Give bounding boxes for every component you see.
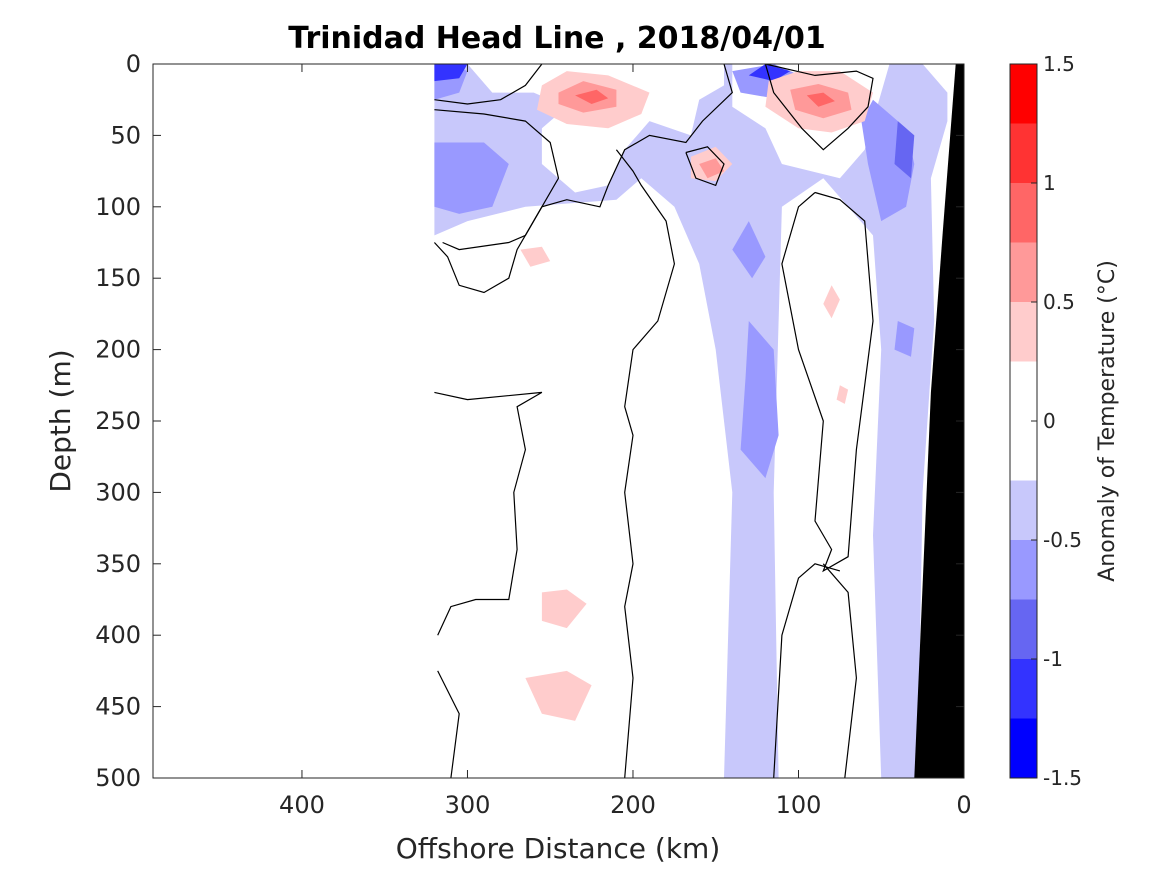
zero-contour-9	[822, 563, 858, 778]
colorbar-segment	[1010, 64, 1037, 124]
colorbar-segment	[1010, 480, 1037, 540]
zero-contour-2	[433, 64, 733, 294]
colorbar-tick-label: -1.5	[1043, 766, 1082, 790]
colorbar-tick-label: 0.5	[1043, 290, 1075, 314]
zero-contour-3	[615, 149, 676, 778]
bathymetry	[914, 64, 964, 778]
anomaly-region-8	[894, 121, 915, 179]
colorbar-segment	[1010, 183, 1037, 243]
y-axis-ticks: 0 50 100 150 200 250 300 350 400 450 500	[95, 50, 964, 792]
y-tick-label: 450	[95, 693, 141, 721]
x-axis-ticks: 400 300 200 100 0	[279, 64, 972, 819]
anomaly-region-15	[823, 285, 840, 319]
anomaly-region-21	[699, 158, 724, 179]
y-tick-label: 400	[95, 621, 141, 649]
y-tick-label: 500	[95, 764, 141, 792]
colorbar-tick-label: 1.5	[1043, 52, 1075, 76]
y-tick-label: 200	[95, 336, 141, 364]
colorbar-segment	[1010, 599, 1037, 659]
y-axis-label: Depth (m)	[44, 349, 77, 492]
colorbar-tick-label: 1	[1043, 171, 1056, 195]
zero-contour-4	[437, 670, 460, 778]
zero-contour-5	[434, 391, 543, 636]
anomaly-region-14	[520, 246, 551, 267]
seafloor-shape	[914, 64, 964, 778]
anomaly-region-2	[434, 142, 509, 214]
y-tick-label: 0	[126, 50, 141, 78]
x-tick-label: 400	[279, 791, 325, 819]
plot-background	[153, 64, 964, 778]
y-tick-label: 250	[95, 407, 141, 435]
colorbar-segment	[1010, 718, 1037, 778]
x-tick-label: 200	[610, 791, 656, 819]
y-tick-label: 50	[110, 121, 141, 149]
x-axis-label: Offshore Distance (km)	[396, 832, 721, 865]
colorbar-label: Anomaly of Temperature (°C)	[1095, 260, 1120, 582]
colorbar-tick-label: 0	[1043, 409, 1056, 433]
zero-contour-10	[685, 146, 725, 187]
zero-contour-1	[434, 109, 560, 251]
zero-contour-7	[764, 64, 874, 151]
anomaly-region-17	[541, 589, 587, 629]
zero-contours	[433, 64, 874, 778]
colorbar-segment	[1010, 659, 1037, 719]
colorbar-segment	[1010, 242, 1037, 302]
colorbar-segment	[1010, 123, 1037, 183]
anomaly-regions	[434, 64, 948, 778]
y-tick-label: 300	[95, 478, 141, 506]
anomaly-region-22	[575, 89, 609, 104]
zero-contour-0	[434, 64, 543, 105]
chart-title: Trinidad Head Line , 2018/04/01	[288, 21, 825, 56]
colorbar-ticks: 1.5 1 0.5 0 -0.5 -1 -1.5	[1031, 52, 1082, 790]
anomaly-region-5	[732, 221, 766, 279]
anomaly-region-23	[806, 92, 835, 107]
anomaly-region-6	[740, 321, 779, 479]
colorbar-tick-label: -0.5	[1043, 528, 1082, 552]
anomaly-region-9	[434, 64, 468, 82]
y-tick-label: 150	[95, 264, 141, 292]
plot-area	[152, 63, 965, 779]
colorbar-segment	[1010, 302, 1037, 362]
y-tick-label: 100	[95, 193, 141, 221]
colorbar-segment	[1010, 540, 1037, 600]
y-tick-label: 350	[95, 550, 141, 578]
anomaly-region-7	[894, 321, 915, 357]
x-tick-label: 100	[776, 791, 822, 819]
zero-contour-8	[773, 563, 841, 778]
anomaly-region-18	[525, 670, 592, 721]
x-tick-label: 0	[956, 791, 971, 819]
anomaly-region-10	[748, 64, 791, 82]
anomaly-region-16	[836, 385, 849, 404]
zero-contour-6	[781, 191, 874, 573]
x-tick-label: 300	[445, 791, 491, 819]
colorbar-tick-label: -1	[1043, 647, 1063, 671]
